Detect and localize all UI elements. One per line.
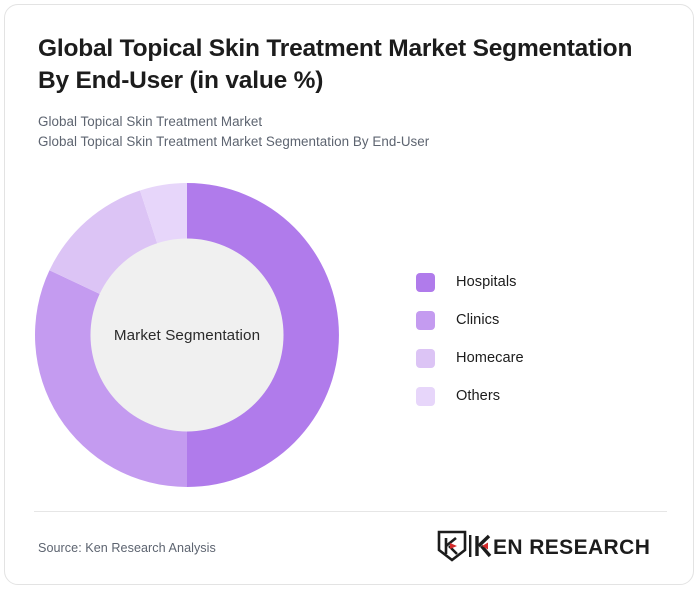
chart-card: Global Topical Skin Treatment Market Seg…	[4, 4, 694, 585]
legend-swatch-icon	[416, 386, 435, 406]
legend-label: Others	[456, 388, 501, 404]
legend-swatch-icon	[416, 272, 435, 292]
legend-label: Clinics	[456, 312, 500, 328]
legend-item-others[interactable]: Others	[416, 377, 524, 415]
breadcrumb: Global Topical Skin Treatment Market Glo…	[38, 112, 658, 154]
donut-hole	[90, 238, 284, 432]
ken-research-wordmark: EN RESEARCH	[469, 534, 650, 558]
donut-chart: Market Segmentation	[32, 180, 342, 490]
svg-text:EN RESEARCH: EN RESEARCH	[493, 536, 650, 558]
legend-swatch-icon	[416, 348, 435, 368]
brand-logo: EN RESEARCH	[437, 529, 665, 563]
footer-divider	[34, 511, 667, 512]
legend-item-clinics[interactable]: Clinics	[416, 301, 524, 339]
legend-item-homecare[interactable]: Homecare	[416, 339, 524, 377]
legend-label: Hospitals	[456, 274, 517, 290]
ken-research-shield-icon	[437, 530, 467, 562]
chart-legend: Hospitals Clinics Homecare Others	[416, 263, 524, 415]
page-title: Global Topical Skin Treatment Market Seg…	[38, 35, 633, 94]
source-note: Source: Ken Research Analysis	[38, 541, 216, 555]
legend-swatch-icon	[416, 310, 435, 330]
donut-svg	[35, 183, 339, 487]
chart-plot-area: Market Segmentation Hospitals Clinics Home…	[5, 5, 693, 584]
subtitle-segmentation: Global Topical Skin Treatment Market Seg…	[38, 134, 430, 150]
legend-label: Homecare	[456, 350, 524, 366]
legend-item-hospitals[interactable]: Hospitals	[416, 263, 524, 301]
subtitle-market: Global Topical Skin Treatment Market	[38, 113, 263, 129]
chart-header: Global Topical Skin Treatment Market Seg…	[38, 33, 658, 153]
